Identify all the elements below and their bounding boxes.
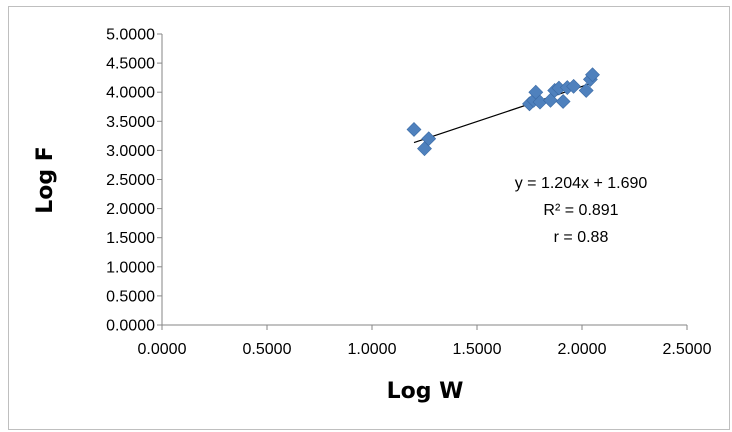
x-tick-label: 1.0000 — [348, 341, 397, 358]
y-tick-label: 4.5000 — [106, 56, 155, 73]
data-point — [406, 122, 422, 137]
x-tick-label: 0.5000 — [243, 341, 292, 358]
r-squared-label: R² = 0.891 — [543, 202, 618, 219]
y-tick-label: 5.0000 — [106, 27, 155, 44]
y-tick-label: 3.0000 — [106, 143, 155, 160]
y-tick-label: 1.0000 — [106, 259, 155, 276]
data-point — [585, 67, 600, 83]
y-tick-label: 2.5000 — [106, 172, 155, 189]
data-point — [578, 83, 594, 98]
x-tick-label: 1.5000 — [453, 341, 502, 358]
trendline-equation: y = 1.204x + 1.690 — [515, 175, 648, 192]
x-tick-label: 2.5000 — [663, 341, 712, 358]
x-tick-group: 0.0000 0.5000 1.0000 1.5000 2.0000 2.5000 — [138, 325, 712, 358]
trendline — [413, 82, 593, 144]
y-axis-title: Log F — [33, 146, 58, 214]
y-tick-label: 2.0000 — [106, 201, 155, 218]
y-tick-label: 0.0000 — [106, 318, 155, 335]
y-tick-group: 0.0000 0.5000 1.0000 1.5000 2.0000 2.5000 3.00… — [106, 27, 162, 335]
data-point — [566, 78, 582, 94]
chart-frame — [8, 6, 730, 430]
x-tick-label: 0.0000 — [138, 341, 187, 358]
y-tick-label: 3.5000 — [106, 114, 155, 131]
y-tick-label: 1.5000 — [106, 230, 155, 247]
x-tick-label: 2.0000 — [558, 341, 607, 358]
correlation-label: r = 0.88 — [554, 229, 609, 246]
y-tick-label: 4.0000 — [106, 85, 155, 102]
data-point-group — [406, 67, 600, 157]
x-axis-title: Log W — [387, 379, 464, 404]
trendline-group — [413, 82, 593, 144]
data-point — [555, 94, 571, 109]
y-tick-label: 0.5000 — [106, 288, 155, 305]
data-point — [421, 131, 437, 147]
